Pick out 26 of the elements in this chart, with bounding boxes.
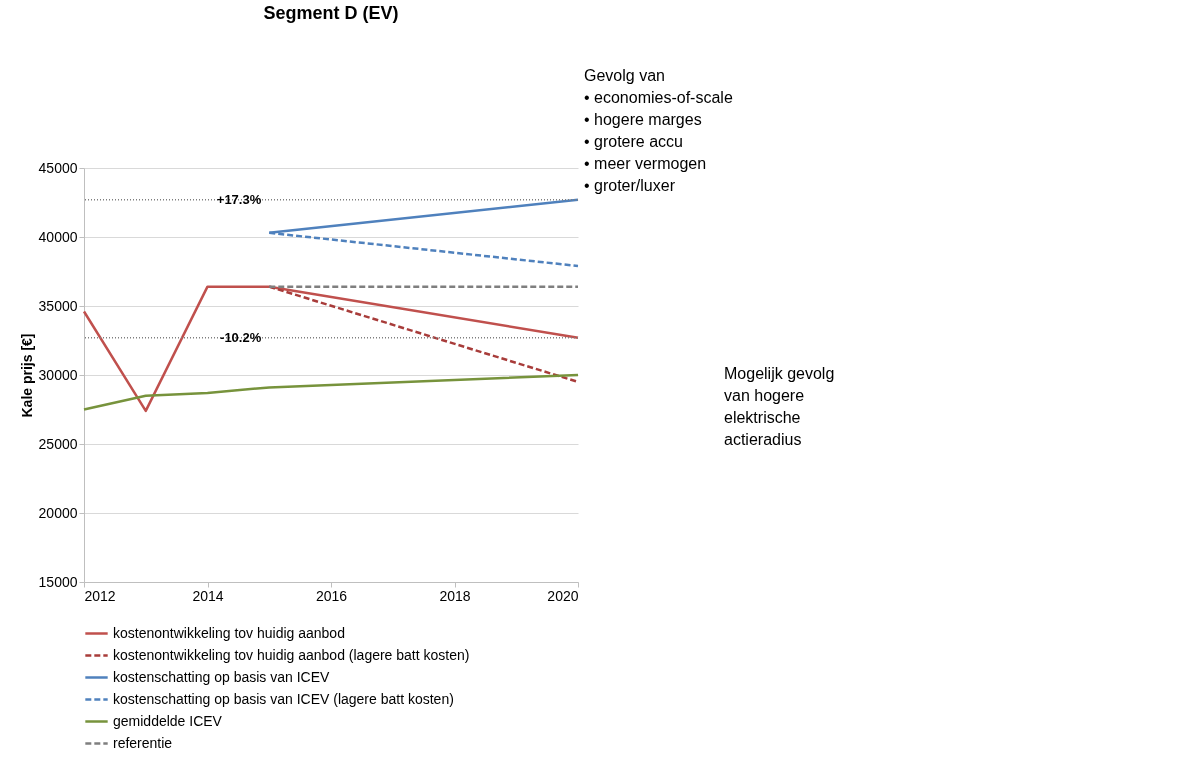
annotation: +17.3% [216, 191, 262, 207]
y-tick-label: 20000 [38, 504, 78, 521]
x-tick-label: 2020 [547, 587, 579, 604]
y-tick-label: 30000 [38, 366, 78, 383]
y-tick-label: 45000 [38, 159, 78, 176]
legend-label: kostenontwikkeling tov huidig aanbod (lagere batt kosten) [113, 646, 470, 663]
y-tick-label: 40000 [38, 228, 78, 245]
y-tick-label: 15000 [38, 573, 78, 590]
line-series [82, 285, 580, 413]
x-tick-label: 2018 [439, 587, 471, 604]
annotation: -10.2% [220, 329, 262, 345]
legend-label: kostenschatting op basis van ICEV [113, 668, 331, 685]
chart-title: Segment D (EV) [263, 3, 399, 23]
x-tick-label: 2016 [315, 587, 348, 604]
line-series [82, 373, 580, 411]
legend-label: gemiddelde ICEV [113, 712, 223, 729]
y-tick-label: 25000 [38, 435, 78, 452]
legend-label: kostenontwikkeling tov huidig aanbod [113, 624, 345, 641]
x-tick-label: 2012 [84, 587, 116, 604]
y-tick-label: 35000 [38, 297, 78, 314]
legend-label: kostenschatting op basis van ICEV (lagere batt kosten) [113, 690, 454, 707]
y-axis-title: Kale prijs [€] [18, 333, 35, 418]
text: Mogelijk gevolg van hogere elektrische actieradius [724, 365, 835, 448]
text: Gevolg van • economies-of-scale • hogere marges • grotere accu • meer vermogen • groter/luxer [584, 67, 733, 194]
legend-label: referentie [113, 734, 173, 751]
x-tick-label: 2014 [192, 587, 224, 604]
